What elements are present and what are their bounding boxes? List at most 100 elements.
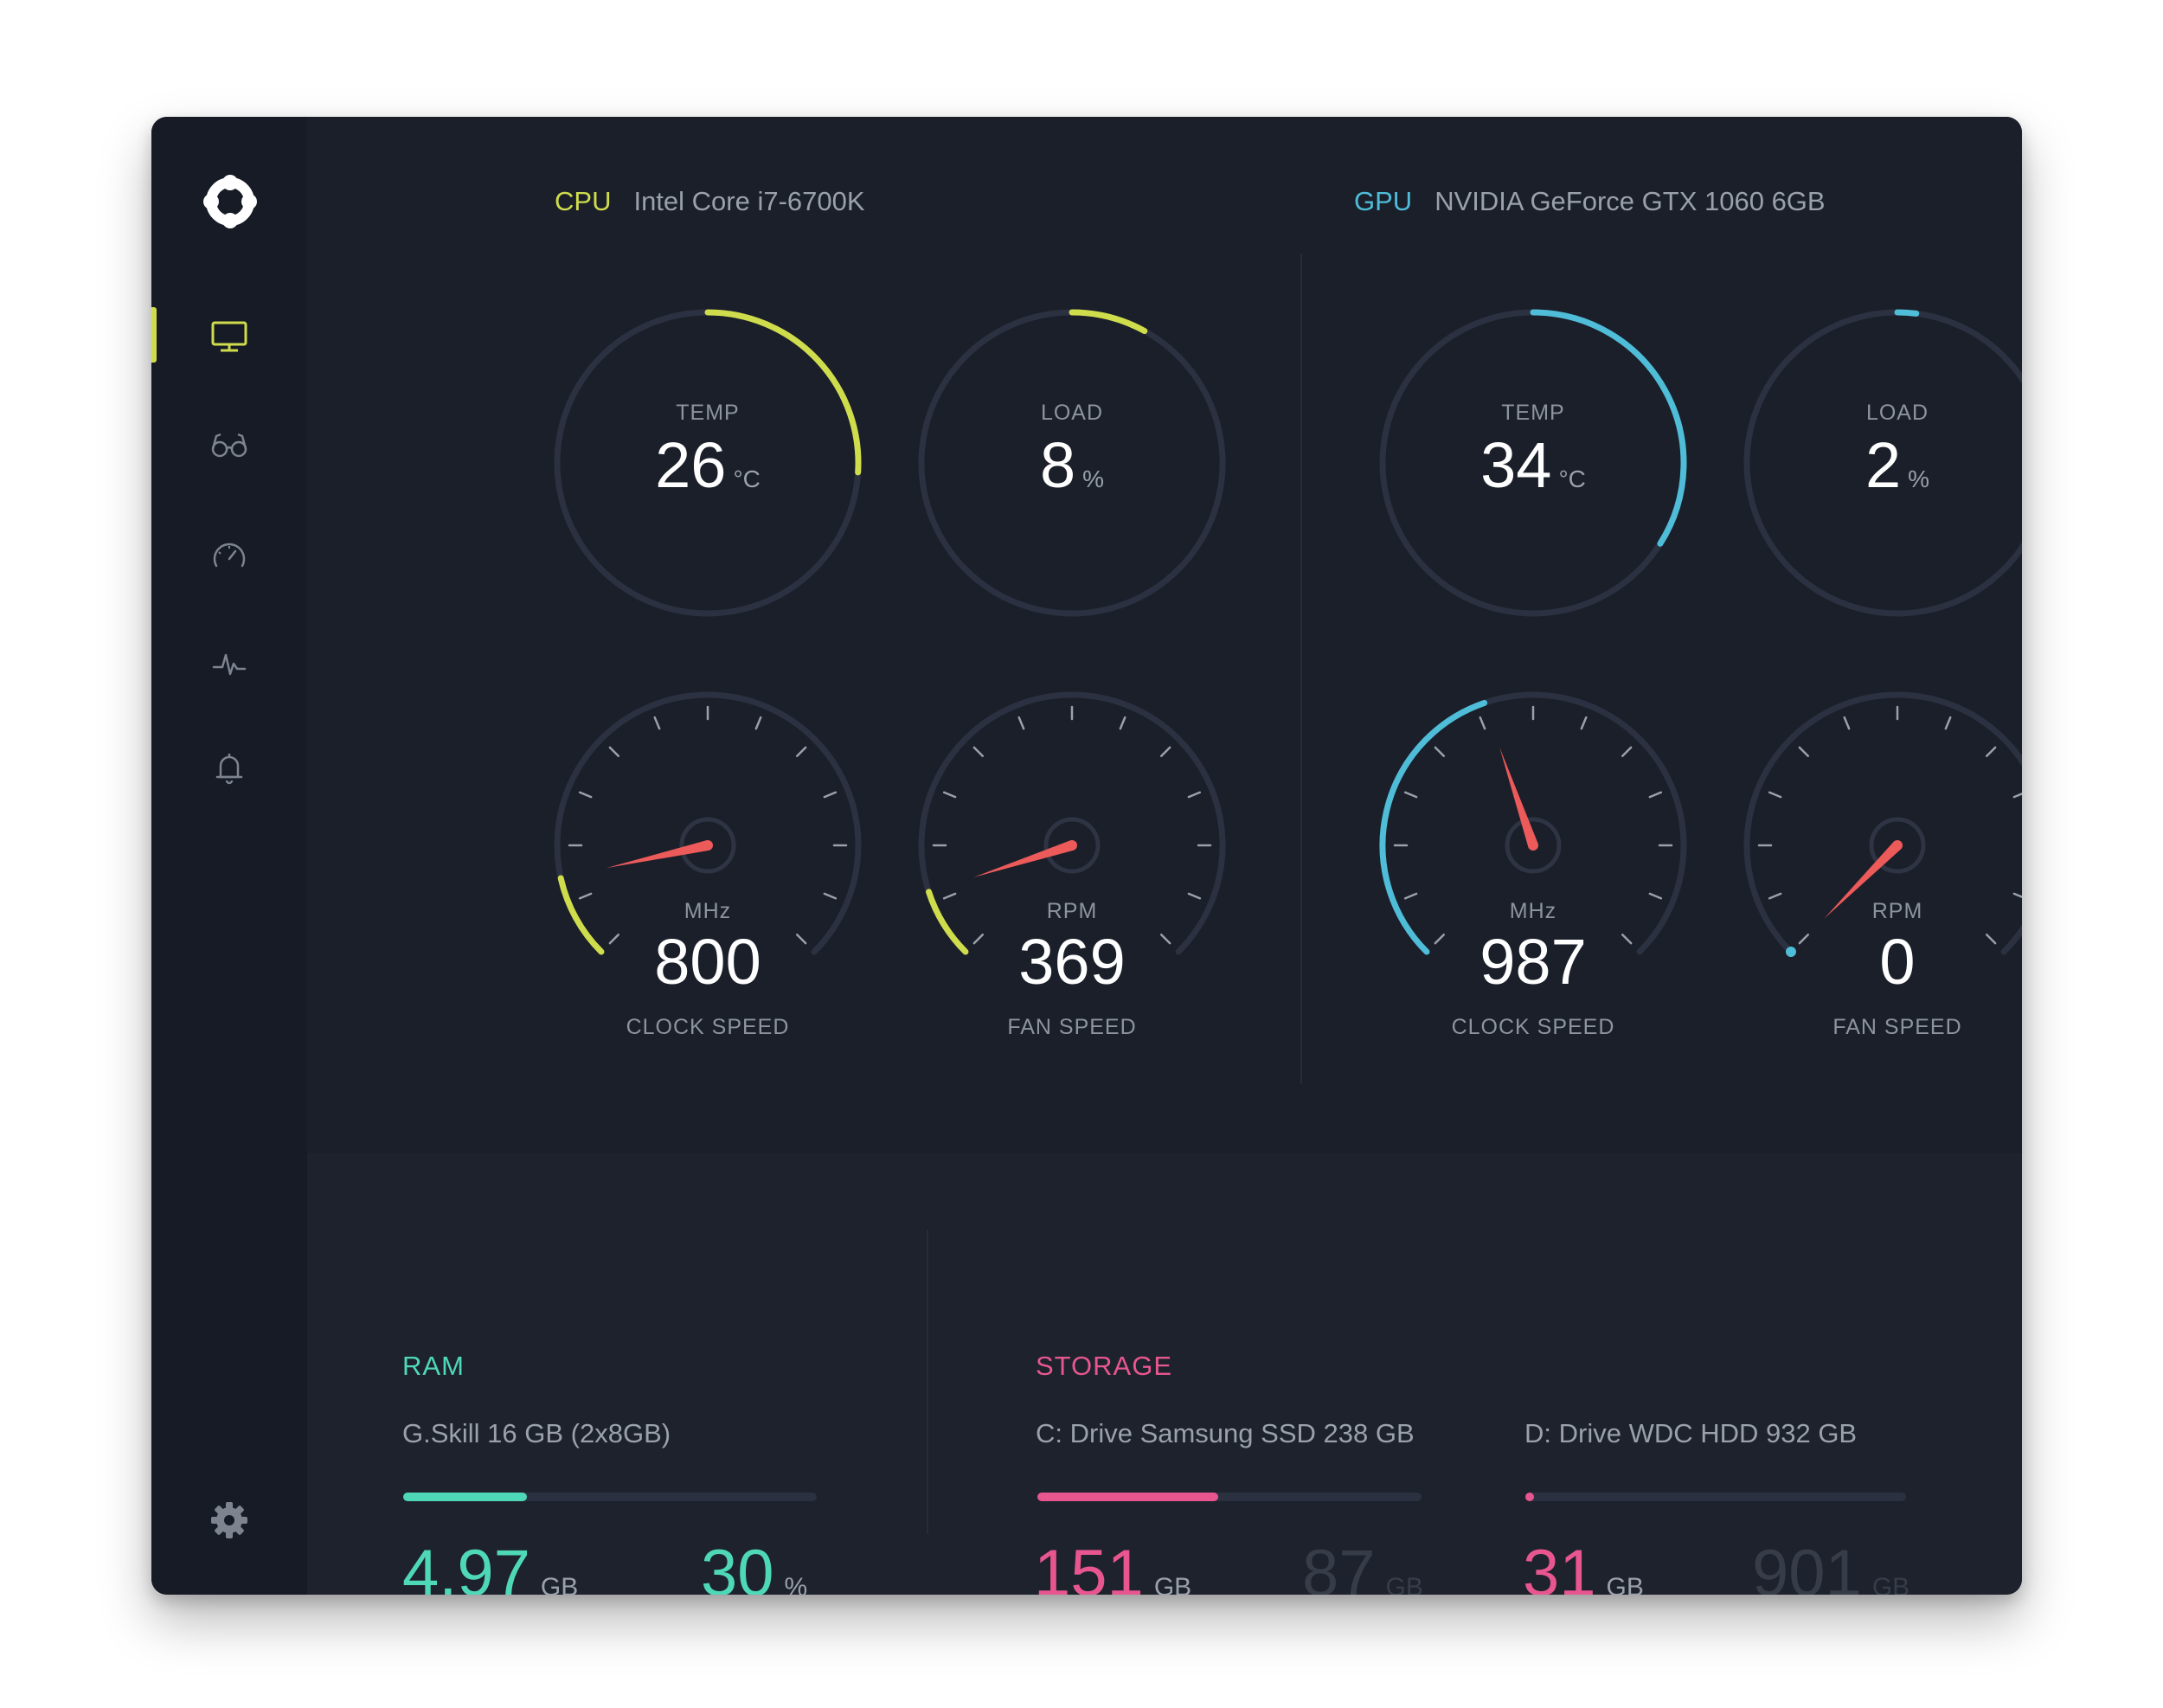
cpu-clock-caption: CLOCK SPEED (626, 1015, 790, 1039)
ram-percent-unit: % (784, 1573, 808, 1595)
drive-c-name: C: Drive Samsung SSD 238 GB (1036, 1418, 1415, 1448)
memory-panel (307, 1153, 2022, 1595)
cpu-load-unit: % (1082, 466, 1105, 492)
ram-used-value: 4.97 (402, 1537, 530, 1595)
cpu-fan-value: 369 (1018, 926, 1126, 998)
cpu-load-value: 8 (1039, 429, 1076, 501)
dial-tick (608, 933, 620, 945)
gpu-temp-gauge: TEMP 34 °C (1377, 307, 1689, 619)
dial-tick (1985, 933, 1997, 945)
dial-tick (1017, 716, 1025, 730)
gpu-temp-ring (1379, 309, 1687, 617)
cpu-temp-unit: °C (733, 466, 761, 492)
dial-tick (1434, 746, 1446, 758)
drive-d-free: 901 GB (1752, 1536, 1909, 1595)
gpu-fan-value: 0 (1879, 926, 1916, 998)
ram-title: RAM (402, 1351, 465, 1381)
section-divider (1300, 254, 1302, 1084)
dial-tick (1187, 791, 1202, 799)
dial-tick (1944, 716, 1952, 730)
dial-tick (795, 933, 807, 945)
dial-needle (606, 840, 709, 869)
gpu-load-label: LOAD (1865, 401, 1929, 425)
cpu-load-gauge: LOAD 8% (916, 307, 1228, 619)
gpu-fan-dial (1743, 691, 2022, 958)
sidebar-item-activity[interactable] (151, 627, 307, 697)
cpu-temp-label: TEMP (676, 401, 740, 425)
dial-hub (1043, 817, 1101, 874)
dial-tick (823, 791, 838, 799)
cpu-load-readout: 8% (916, 428, 1228, 502)
gpu-name: NVIDIA GeForce GTX 1060 6GB (1435, 186, 1826, 216)
dial-value-dot (1785, 947, 1796, 958)
dial-tick (1648, 791, 1663, 799)
gpu-fan-gauge: RPM 0 FAN SPEED (1742, 690, 2022, 1070)
dial-track (918, 691, 1226, 955)
gpu-load-gauge: LOAD 2% (1742, 307, 2022, 619)
cpu-fan-unit: RPM (1046, 899, 1098, 923)
gpu-temp-readout: 34 °C (1377, 428, 1689, 502)
dial-tick (1798, 933, 1810, 945)
dashboard-window: CPU Intel Core i7-6700K GPU NVIDIA GeForce… (151, 117, 2022, 1595)
glasses-icon (211, 433, 247, 458)
gpu-load-value: 2 (1865, 429, 1902, 501)
dial-value-arc (926, 889, 969, 955)
dial-tick (942, 892, 957, 900)
gpu-clock-dial (1379, 691, 1687, 955)
ram-used: 4.97 GB (402, 1536, 578, 1595)
cpu-fan-caption: FAN SPEED (1007, 1015, 1137, 1039)
cpu-temp-ring (554, 309, 862, 617)
sidebar-item-glasses[interactable] (151, 410, 307, 479)
dial-tick (1403, 892, 1418, 900)
drive-d-used: 31 GB (1523, 1536, 1644, 1595)
dial-tick (823, 892, 838, 900)
gpu-clock-value: 987 (1479, 926, 1587, 998)
dial-tick (1479, 716, 1486, 730)
sidebar (151, 117, 307, 1595)
dial-tick (1843, 716, 1851, 730)
drive-d-free-value: 901 (1752, 1537, 1862, 1595)
cpu-load-ring (918, 309, 1226, 617)
gpu-load-readout: 2% (1742, 428, 2022, 502)
cpu-clock-gauge: MHz 800 CLOCK SPEED (552, 690, 863, 1070)
ram-usage-bar (403, 1493, 817, 1501)
ram-usage-fill (403, 1493, 528, 1501)
drive-d-usage-fill (1525, 1493, 1534, 1501)
logo-icon[interactable] (202, 174, 258, 229)
gpu-fan-caption: FAN SPEED (1832, 1015, 1962, 1039)
dial-needle-pivot (1528, 840, 1538, 851)
sidebar-item-monitor[interactable] (151, 302, 307, 371)
gear-icon[interactable] (209, 1499, 250, 1541)
gpu-fan-readout: 0 (1742, 925, 2022, 998)
sidebar-item-notifications[interactable] (151, 733, 307, 802)
dial-value-arc (557, 875, 605, 955)
dial-tick (1403, 791, 1418, 799)
drive-c-used-value: 151 (1034, 1537, 1144, 1595)
dial-tick (1621, 746, 1633, 758)
memory-divider (927, 1230, 928, 1534)
sidebar-item-speedometer[interactable] (151, 520, 307, 589)
gpu-tag: GPU (1354, 186, 1413, 216)
gpu-load-unit: % (1908, 466, 1930, 492)
dial-tick (2012, 892, 2022, 898)
gpu-clock-caption: CLOCK SPEED (1451, 1015, 1615, 1039)
storage-title: STORAGE (1036, 1351, 1173, 1381)
dial-tick (1798, 746, 1810, 758)
processors-panel: CPU Intel Core i7-6700K GPU NVIDIA GeForce… (307, 117, 2022, 1153)
dial-tick (1648, 892, 1663, 900)
dial-tick (1119, 716, 1126, 730)
drive-c-usage-fill (1037, 1493, 1218, 1501)
cpu-clock-readout: 800 (552, 925, 863, 998)
dial-tick (578, 791, 593, 799)
drive-c-used: 151 GB (1034, 1536, 1191, 1595)
cpu-temp-readout: 26 °C (552, 428, 863, 502)
ring-value-arc (704, 309, 862, 476)
dial-track (554, 691, 862, 955)
dial-needle (972, 840, 1074, 878)
cpu-name: Intel Core i7-6700K (633, 186, 865, 216)
monitor-icon (211, 321, 247, 352)
drive-c-free-unit: GB (1385, 1573, 1423, 1595)
cpu-fan-dial (918, 691, 1226, 955)
cpu-tag: CPU (555, 186, 612, 216)
cpu-temp-value: 26 (655, 429, 727, 501)
